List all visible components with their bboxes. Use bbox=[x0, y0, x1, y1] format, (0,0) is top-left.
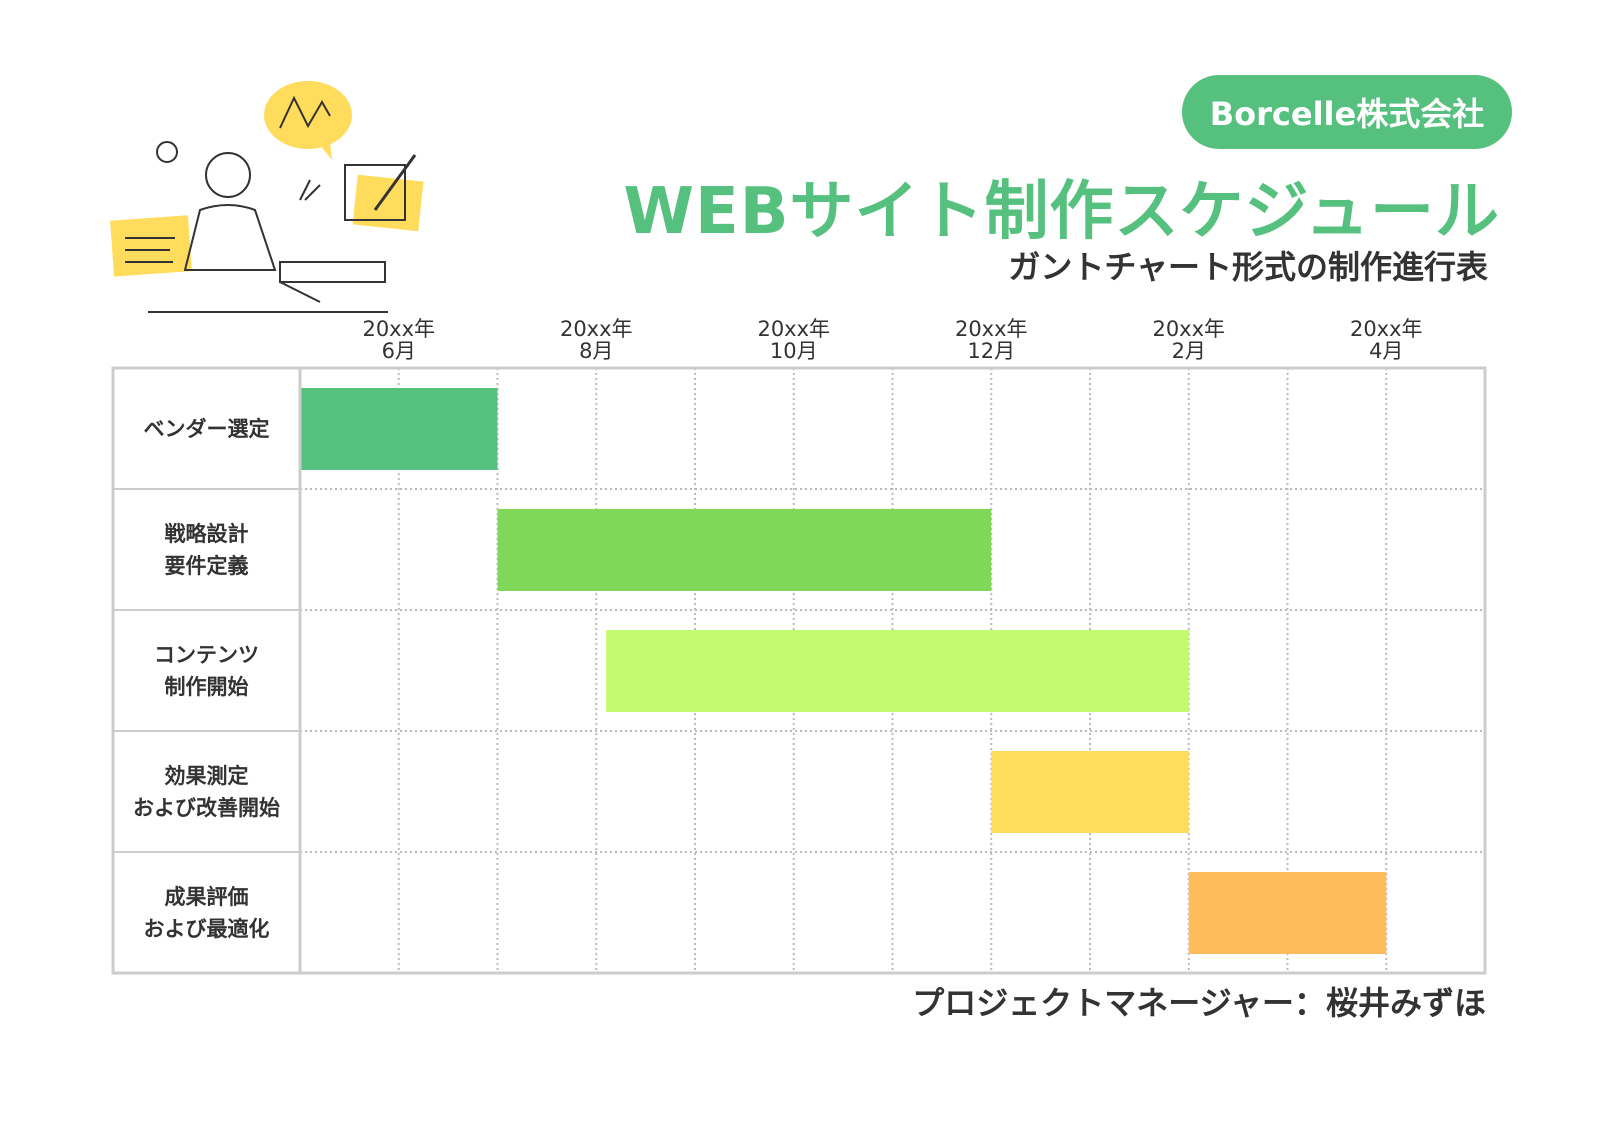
bubble-tail bbox=[320, 142, 332, 160]
note bbox=[110, 215, 192, 277]
task-bar bbox=[497, 509, 992, 591]
check bbox=[156, 141, 178, 163]
task-bar bbox=[606, 630, 1189, 712]
title: WEBサイト制作スケジュール bbox=[623, 175, 1500, 249]
task-label: ベンダー選定 bbox=[143, 416, 270, 441]
task-bar bbox=[300, 388, 498, 470]
x-tick-label: 20xx年 8月 bbox=[559, 317, 633, 363]
task-bar bbox=[1188, 872, 1387, 954]
laptop bbox=[279, 261, 386, 303]
task-bar bbox=[991, 751, 1189, 833]
task-label: 成果評価 および最適化 bbox=[143, 884, 270, 941]
pen bbox=[373, 154, 417, 211]
task-label: コンテンツ 制作開始 bbox=[154, 642, 259, 699]
x-tick-label: 20xx年 12月 bbox=[954, 317, 1028, 363]
bubble-chart bbox=[279, 95, 331, 129]
task-label: 効果測定 および改善開始 bbox=[133, 763, 280, 820]
company-badge: Borcelle株式会社 bbox=[1182, 75, 1512, 149]
board bbox=[344, 164, 406, 221]
note-lines bbox=[125, 237, 175, 263]
task-label: 戦略設計 要件定義 bbox=[164, 521, 249, 578]
body bbox=[183, 204, 277, 271]
hand bbox=[299, 179, 321, 201]
x-tick-label: 20xx年 10月 bbox=[757, 317, 831, 363]
x-tick-label: 20xx年 2月 bbox=[1152, 317, 1226, 363]
note bbox=[352, 174, 424, 232]
x-tick-label: 20xx年 4月 bbox=[1349, 317, 1423, 363]
subtitle: ガントチャート形式の制作進行表 bbox=[1008, 248, 1488, 286]
x-tick-label: 20xx年 6月 bbox=[362, 317, 436, 363]
footer: プロジェクトマネージャー：桜井みずほ bbox=[912, 984, 1486, 1022]
chart-border bbox=[111, 366, 1487, 975]
illustration bbox=[110, 81, 424, 313]
speech-bubble bbox=[264, 81, 352, 149]
head bbox=[205, 152, 251, 198]
